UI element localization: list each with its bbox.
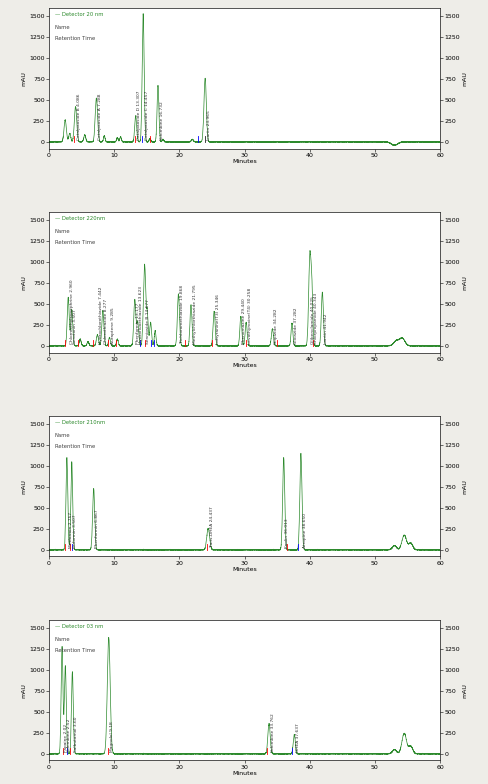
Text: Glibenclamide 40.025: Glibenclamide 40.025 bbox=[311, 296, 315, 344]
Y-axis label: mAU: mAU bbox=[462, 71, 467, 85]
Text: Retention Time: Retention Time bbox=[55, 444, 95, 449]
Text: Atropine 38.650: Atropine 38.650 bbox=[302, 513, 306, 548]
X-axis label: Minutes: Minutes bbox=[232, 771, 256, 776]
Text: Chlorpropamide 40.343: Chlorpropamide 40.343 bbox=[313, 293, 317, 344]
Text: Yohimbine 2.52: Yohimbine 2.52 bbox=[67, 719, 71, 752]
Text: Glipizide 34.282: Glipizide 34.282 bbox=[273, 309, 278, 344]
Text: Loftyranine(T3) 25.346: Loftyranine(T3) 25.346 bbox=[215, 294, 219, 344]
X-axis label: Minutes: Minutes bbox=[232, 567, 256, 572]
Text: Trichloromethiazide 19.868: Trichloromethiazide 19.868 bbox=[180, 285, 183, 344]
Text: Salbutamol 3.60: Salbutamol 3.60 bbox=[74, 717, 78, 752]
Text: Auraptene 9.285: Auraptene 9.285 bbox=[111, 307, 115, 344]
Text: Hydrofluoethiazide 13.623: Hydrofluoethiazide 13.623 bbox=[139, 286, 143, 344]
Text: Name: Name bbox=[55, 229, 70, 234]
Text: Trans-DHEA 24.437: Trans-DHEA 24.437 bbox=[209, 506, 213, 548]
Text: Magnolol 9.18: Magnolol 9.18 bbox=[110, 721, 114, 752]
Y-axis label: mAU: mAU bbox=[462, 683, 467, 698]
Text: — Detector 210nm: — Detector 210nm bbox=[55, 420, 105, 425]
X-axis label: Minutes: Minutes bbox=[232, 363, 256, 368]
Text: Phenformin 6.867: Phenformin 6.867 bbox=[95, 510, 99, 548]
Text: Hydrochlorothiazide 7.442: Hydrochlorothiazide 7.442 bbox=[99, 287, 103, 344]
Y-axis label: mAU: mAU bbox=[462, 479, 467, 494]
Text: Catalpaoside B 4.086: Catalpaoside B 4.086 bbox=[77, 93, 81, 140]
Text: Serotonin 3.507: Serotonin 3.507 bbox=[73, 310, 77, 344]
Text: — Detector 03 nm: — Detector 03 nm bbox=[55, 624, 103, 629]
Text: Retention Time: Retention Time bbox=[55, 240, 95, 245]
Y-axis label: mAU: mAU bbox=[462, 274, 467, 289]
Y-axis label: mAU: mAU bbox=[21, 683, 26, 698]
Text: Papaine 2.02: Papaine 2.02 bbox=[63, 724, 67, 752]
Text: — Detector 220nm: — Detector 220nm bbox=[55, 216, 105, 221]
Text: Kaolin 36.013: Kaolin 36.013 bbox=[285, 518, 289, 548]
Y-axis label: mAU: mAU bbox=[21, 274, 26, 289]
Text: Catalpaoside D 13.307: Catalpaoside D 13.307 bbox=[137, 91, 141, 140]
Text: Retention Time: Retention Time bbox=[55, 36, 95, 41]
Text: — Detector 20 nm: — Detector 20 nm bbox=[55, 12, 103, 17]
Text: Phenomazine 29.440: Phenomazine 29.440 bbox=[242, 299, 246, 344]
Text: Retention Time: Retention Time bbox=[55, 648, 95, 653]
X-axis label: Minutes: Minutes bbox=[232, 159, 256, 164]
Text: Name: Name bbox=[55, 433, 70, 437]
Text: Metformin 2.757: Metformin 2.757 bbox=[68, 512, 72, 548]
Text: Catalpaoside C 14.457: Catalpaoside C 14.457 bbox=[144, 91, 148, 140]
Text: Methylchlorthiazide 21.795: Methylchlorthiazide 21.795 bbox=[192, 285, 196, 344]
Text: Yohimbine 33.762: Yohimbine 33.762 bbox=[270, 713, 274, 752]
Text: Catalpaoside A 7.288: Catalpaoside A 7.288 bbox=[98, 93, 102, 140]
Text: Chlorothiazide 8.277: Chlorothiazide 8.277 bbox=[104, 299, 108, 344]
Text: Phenformin 13.177: Phenformin 13.177 bbox=[136, 303, 140, 344]
Text: Chlormethylsynephrine 2.960: Chlormethylsynephrine 2.960 bbox=[70, 280, 74, 344]
Y-axis label: mAU: mAU bbox=[21, 479, 26, 494]
Text: Glicazide 37.282: Glicazide 37.282 bbox=[293, 307, 297, 344]
Text: Yohimbine 16.732: Yohimbine 16.732 bbox=[159, 101, 163, 140]
Y-axis label: mAU: mAU bbox=[21, 71, 26, 85]
Text: Name: Name bbox=[55, 637, 70, 641]
Text: Ioartin 41.942: Ioartin 41.942 bbox=[324, 314, 327, 344]
Text: Sennioside B 14.677: Sennioside B 14.677 bbox=[146, 299, 150, 344]
Text: Levothyroxine(T4) 30.258: Levothyroxine(T4) 30.258 bbox=[247, 288, 251, 344]
Text: Buformin 3.507: Buformin 3.507 bbox=[73, 514, 77, 548]
Text: Name: Name bbox=[55, 25, 70, 30]
Text: Icariin 23.965: Icariin 23.965 bbox=[206, 111, 210, 140]
Text: DHEA 37.637: DHEA 37.637 bbox=[295, 724, 299, 752]
